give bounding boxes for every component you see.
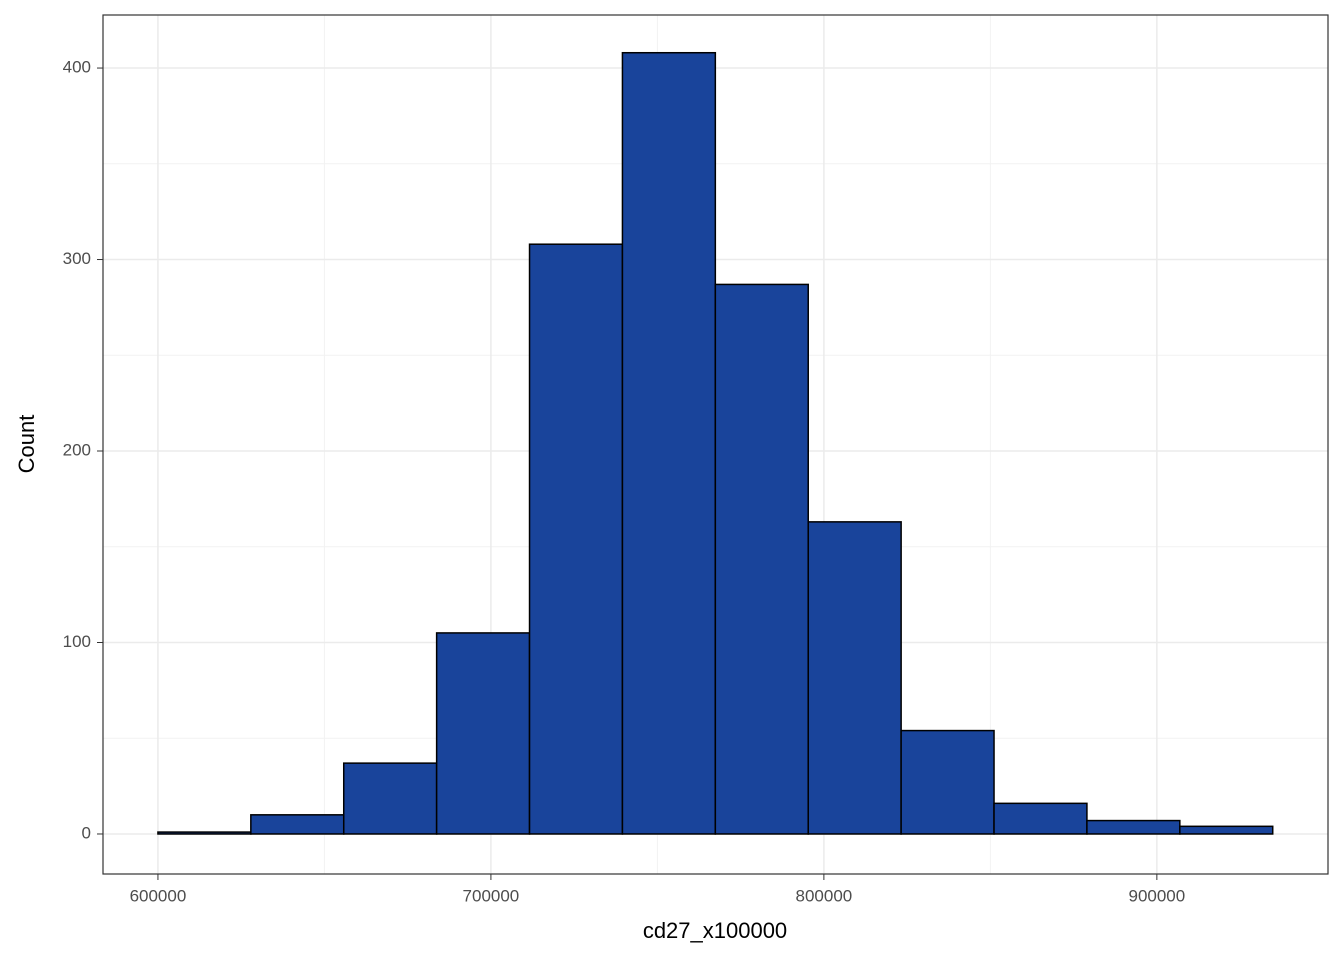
- y-tick-label: 400: [63, 58, 91, 77]
- bar: [714, 283, 809, 835]
- y-tick-label: 300: [63, 249, 91, 268]
- x-axis-title: cd27_x100000: [643, 918, 787, 943]
- bar: [157, 831, 252, 835]
- y-tick-label: 0: [82, 823, 91, 842]
- x-tick-label: 600000: [130, 886, 187, 905]
- bar: [900, 729, 995, 835]
- bar: [342, 762, 438, 835]
- bar: [993, 802, 1088, 835]
- bar: [1179, 825, 1274, 835]
- bar: [250, 814, 345, 835]
- bar: [528, 243, 624, 835]
- bar: [435, 632, 531, 835]
- bar: [1086, 819, 1181, 835]
- x-tick-label: 700000: [463, 886, 520, 905]
- x-tick-label: 900000: [1128, 886, 1185, 905]
- y-tick-label: 200: [63, 440, 91, 459]
- bar: [621, 51, 717, 835]
- x-tick-label: 800000: [796, 886, 853, 905]
- bar: [807, 521, 902, 835]
- y-tick-label: 100: [63, 632, 91, 651]
- plot-border: [102, 14, 1329, 875]
- y-axis-title: Count: [14, 415, 39, 474]
